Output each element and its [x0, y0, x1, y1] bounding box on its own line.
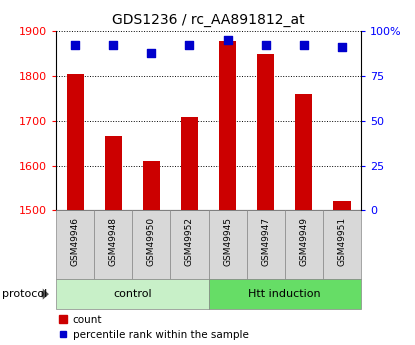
Bar	[295, 94, 312, 210]
Bar	[323, 210, 361, 279]
Bar	[209, 279, 361, 309]
Text: GSM49949: GSM49949	[299, 217, 308, 266]
Point	[148, 50, 155, 55]
Text: GSM49950: GSM49950	[147, 217, 156, 266]
Point	[72, 43, 78, 48]
Point	[224, 37, 231, 43]
Bar	[285, 210, 323, 279]
Point	[262, 43, 269, 48]
Text: GSM49946: GSM49946	[71, 217, 80, 266]
Bar	[94, 210, 132, 279]
Bar	[56, 210, 94, 279]
Bar	[66, 73, 84, 210]
Text: Htt induction: Htt induction	[249, 289, 321, 299]
Point	[110, 43, 117, 48]
Point	[186, 43, 193, 48]
Bar	[143, 161, 160, 210]
Bar	[56, 279, 209, 309]
Point	[339, 45, 345, 50]
Text: GSM49951: GSM49951	[337, 217, 347, 266]
Bar	[132, 210, 171, 279]
Text: GSM49945: GSM49945	[223, 217, 232, 266]
Title: GDS1236 / rc_AA891812_at: GDS1236 / rc_AA891812_at	[112, 13, 305, 27]
Text: GSM49947: GSM49947	[261, 217, 270, 266]
Text: GSM49948: GSM49948	[109, 217, 118, 266]
Bar	[181, 117, 198, 210]
Legend: count, percentile rank within the sample: count, percentile rank within the sample	[59, 315, 249, 340]
Text: control: control	[113, 289, 151, 299]
Text: protocol: protocol	[2, 289, 47, 299]
Bar	[171, 210, 209, 279]
Bar	[333, 200, 351, 210]
Bar	[105, 136, 122, 210]
Text: GSM49952: GSM49952	[185, 217, 194, 266]
Bar	[219, 41, 236, 210]
Bar	[209, 210, 247, 279]
Bar	[257, 55, 274, 210]
Bar	[247, 210, 285, 279]
Point	[300, 43, 307, 48]
